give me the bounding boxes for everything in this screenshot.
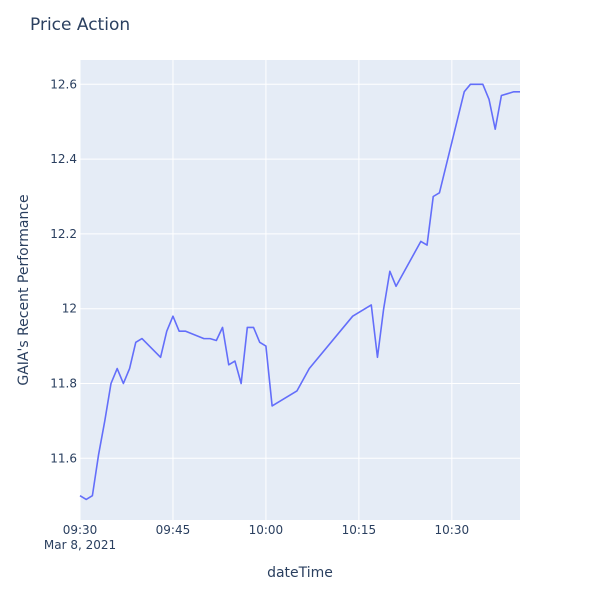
y-tick-label: 11.6 xyxy=(50,451,77,465)
y-tick-label: 12 xyxy=(62,302,77,316)
y-axis-title: GAIA's Recent Performance xyxy=(16,194,32,385)
y-tick-label: 11.8 xyxy=(50,376,77,390)
x-tick-label: 10:15 xyxy=(342,523,377,537)
x-tick-label: 09:30 xyxy=(63,523,98,537)
series-line xyxy=(79,83,520,501)
y-axis-ticks: 11.6 11.8 12 12.2 12.4 12.6 xyxy=(50,77,77,465)
x-tick-label: 10:00 xyxy=(249,523,284,537)
y-tick-label: 12.4 xyxy=(50,152,77,166)
plot-area xyxy=(80,60,520,520)
x-axis-title: dateTime xyxy=(267,565,333,581)
y-tick-label: 12.6 xyxy=(50,77,77,91)
x-tick-label: 09:45 xyxy=(156,523,191,537)
chart-title: Price Action xyxy=(30,15,130,35)
x-tick-date-label: Mar 8, 2021 xyxy=(44,538,116,552)
y-tick-label: 12.2 xyxy=(50,227,77,241)
grid-lines xyxy=(79,60,520,520)
series-layer xyxy=(79,83,520,501)
x-tick-label: 10:30 xyxy=(435,523,470,537)
